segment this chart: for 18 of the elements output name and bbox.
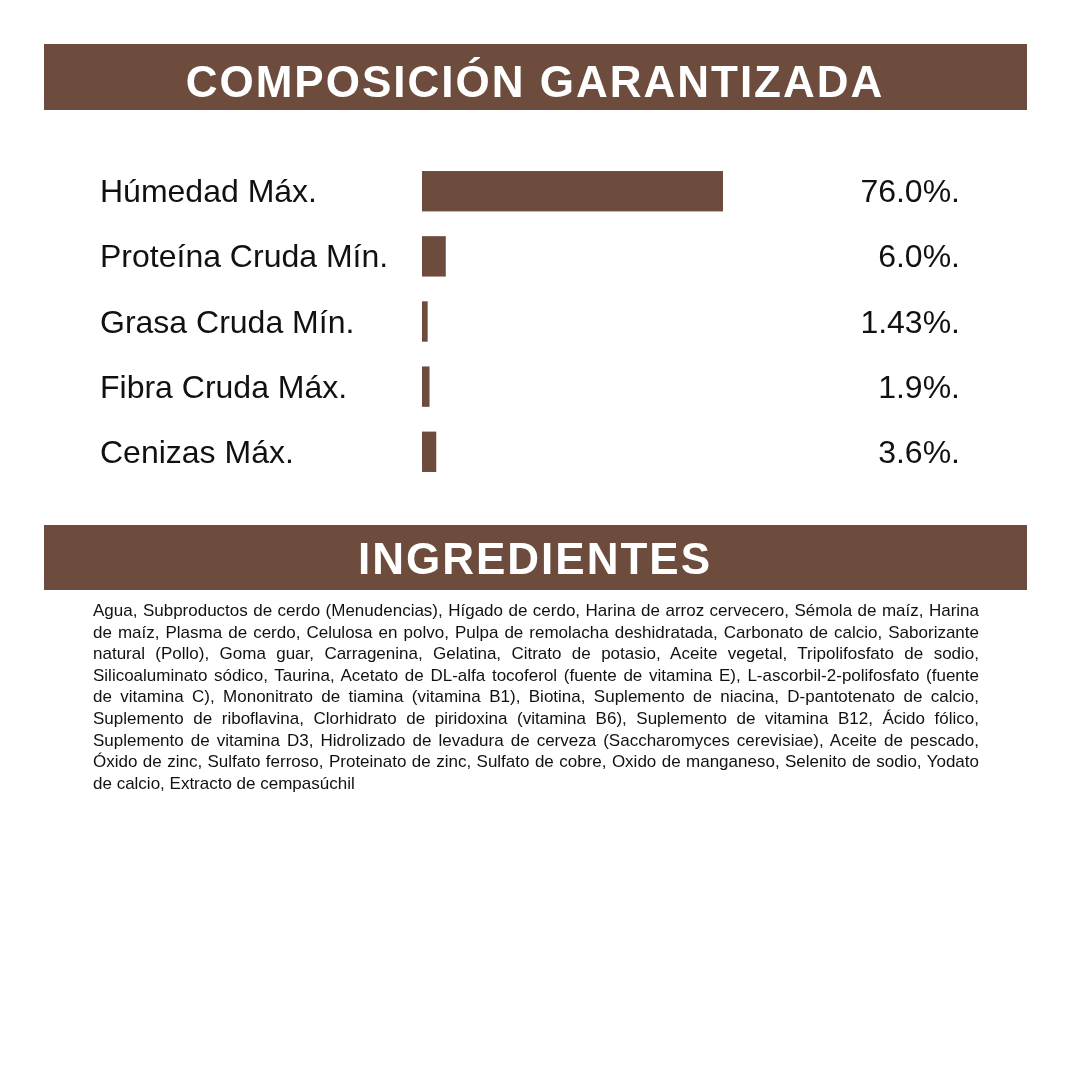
bar xyxy=(422,236,446,277)
bar xyxy=(422,366,430,407)
text: INGREDIENTES xyxy=(357,534,713,583)
data-label: 1.9%. xyxy=(878,368,960,405)
bar xyxy=(422,171,723,212)
data-label: 76.0%. xyxy=(860,173,960,210)
y-tick-label: Cenizas Máx. xyxy=(100,433,294,470)
data-label: 3.6%. xyxy=(878,433,960,470)
data-label: 6.0%. xyxy=(878,238,960,275)
y-tick-label: Fibra Cruda Máx. xyxy=(100,368,348,405)
y-tick-label: Grasa Cruda Mín. xyxy=(100,303,355,340)
text: Agua, Subproductos de cerdo (Menudencias), Hígado de cerdo, Harina de arroz cervecero, Sémola de maíz, Harina de maíz, Plasma de cerdo, Celulosa en polvo, Pulpa de remolacha deshidratada, Carbonato de calcio, Saborizante natural (Pollo), Goma guar, Carragenina, Gelatina, Citrato de potasio, Aceite vegetal, Tripolifosfato de sodio, Silicoaluminato sódico, Taurina, Acetato de DL-alfa tocoferol (fuente de vitamina E), L-ascorbil-2-polifosfato (fuente de vitamina C), Mononitrato de tiamina (vitamina B1), Biotina, Suplemento de niacina, D-pantotenato de calcio, Suplemento de riboflavina, Clorhidrato de piridoxina (vitamina B6), Suplemento de vitamina B12, Ácido fólico, Suplemento de vitamina D3, Hidrolizado de levadura de cerveza (Saccharomyces cerevisiae), Aceite de pescado, Óxido de zinc, Sulfato ferroso, Proteinato de zinc, Sulfato de cobre, Oxido de manganeso, Selenito de sodio, Yodato de calcio, Extracto de cempasúchil xyxy=(93,601,979,793)
bar xyxy=(422,301,428,342)
data-label: 1.43%. xyxy=(860,303,960,340)
y-tick-label: Húmedad Máx. xyxy=(100,173,317,210)
y-tick-label: Proteína Cruda Mín. xyxy=(100,238,389,275)
chart-title: COMPOSICIÓN GARANTIZADA xyxy=(185,57,885,106)
bar xyxy=(422,431,437,472)
